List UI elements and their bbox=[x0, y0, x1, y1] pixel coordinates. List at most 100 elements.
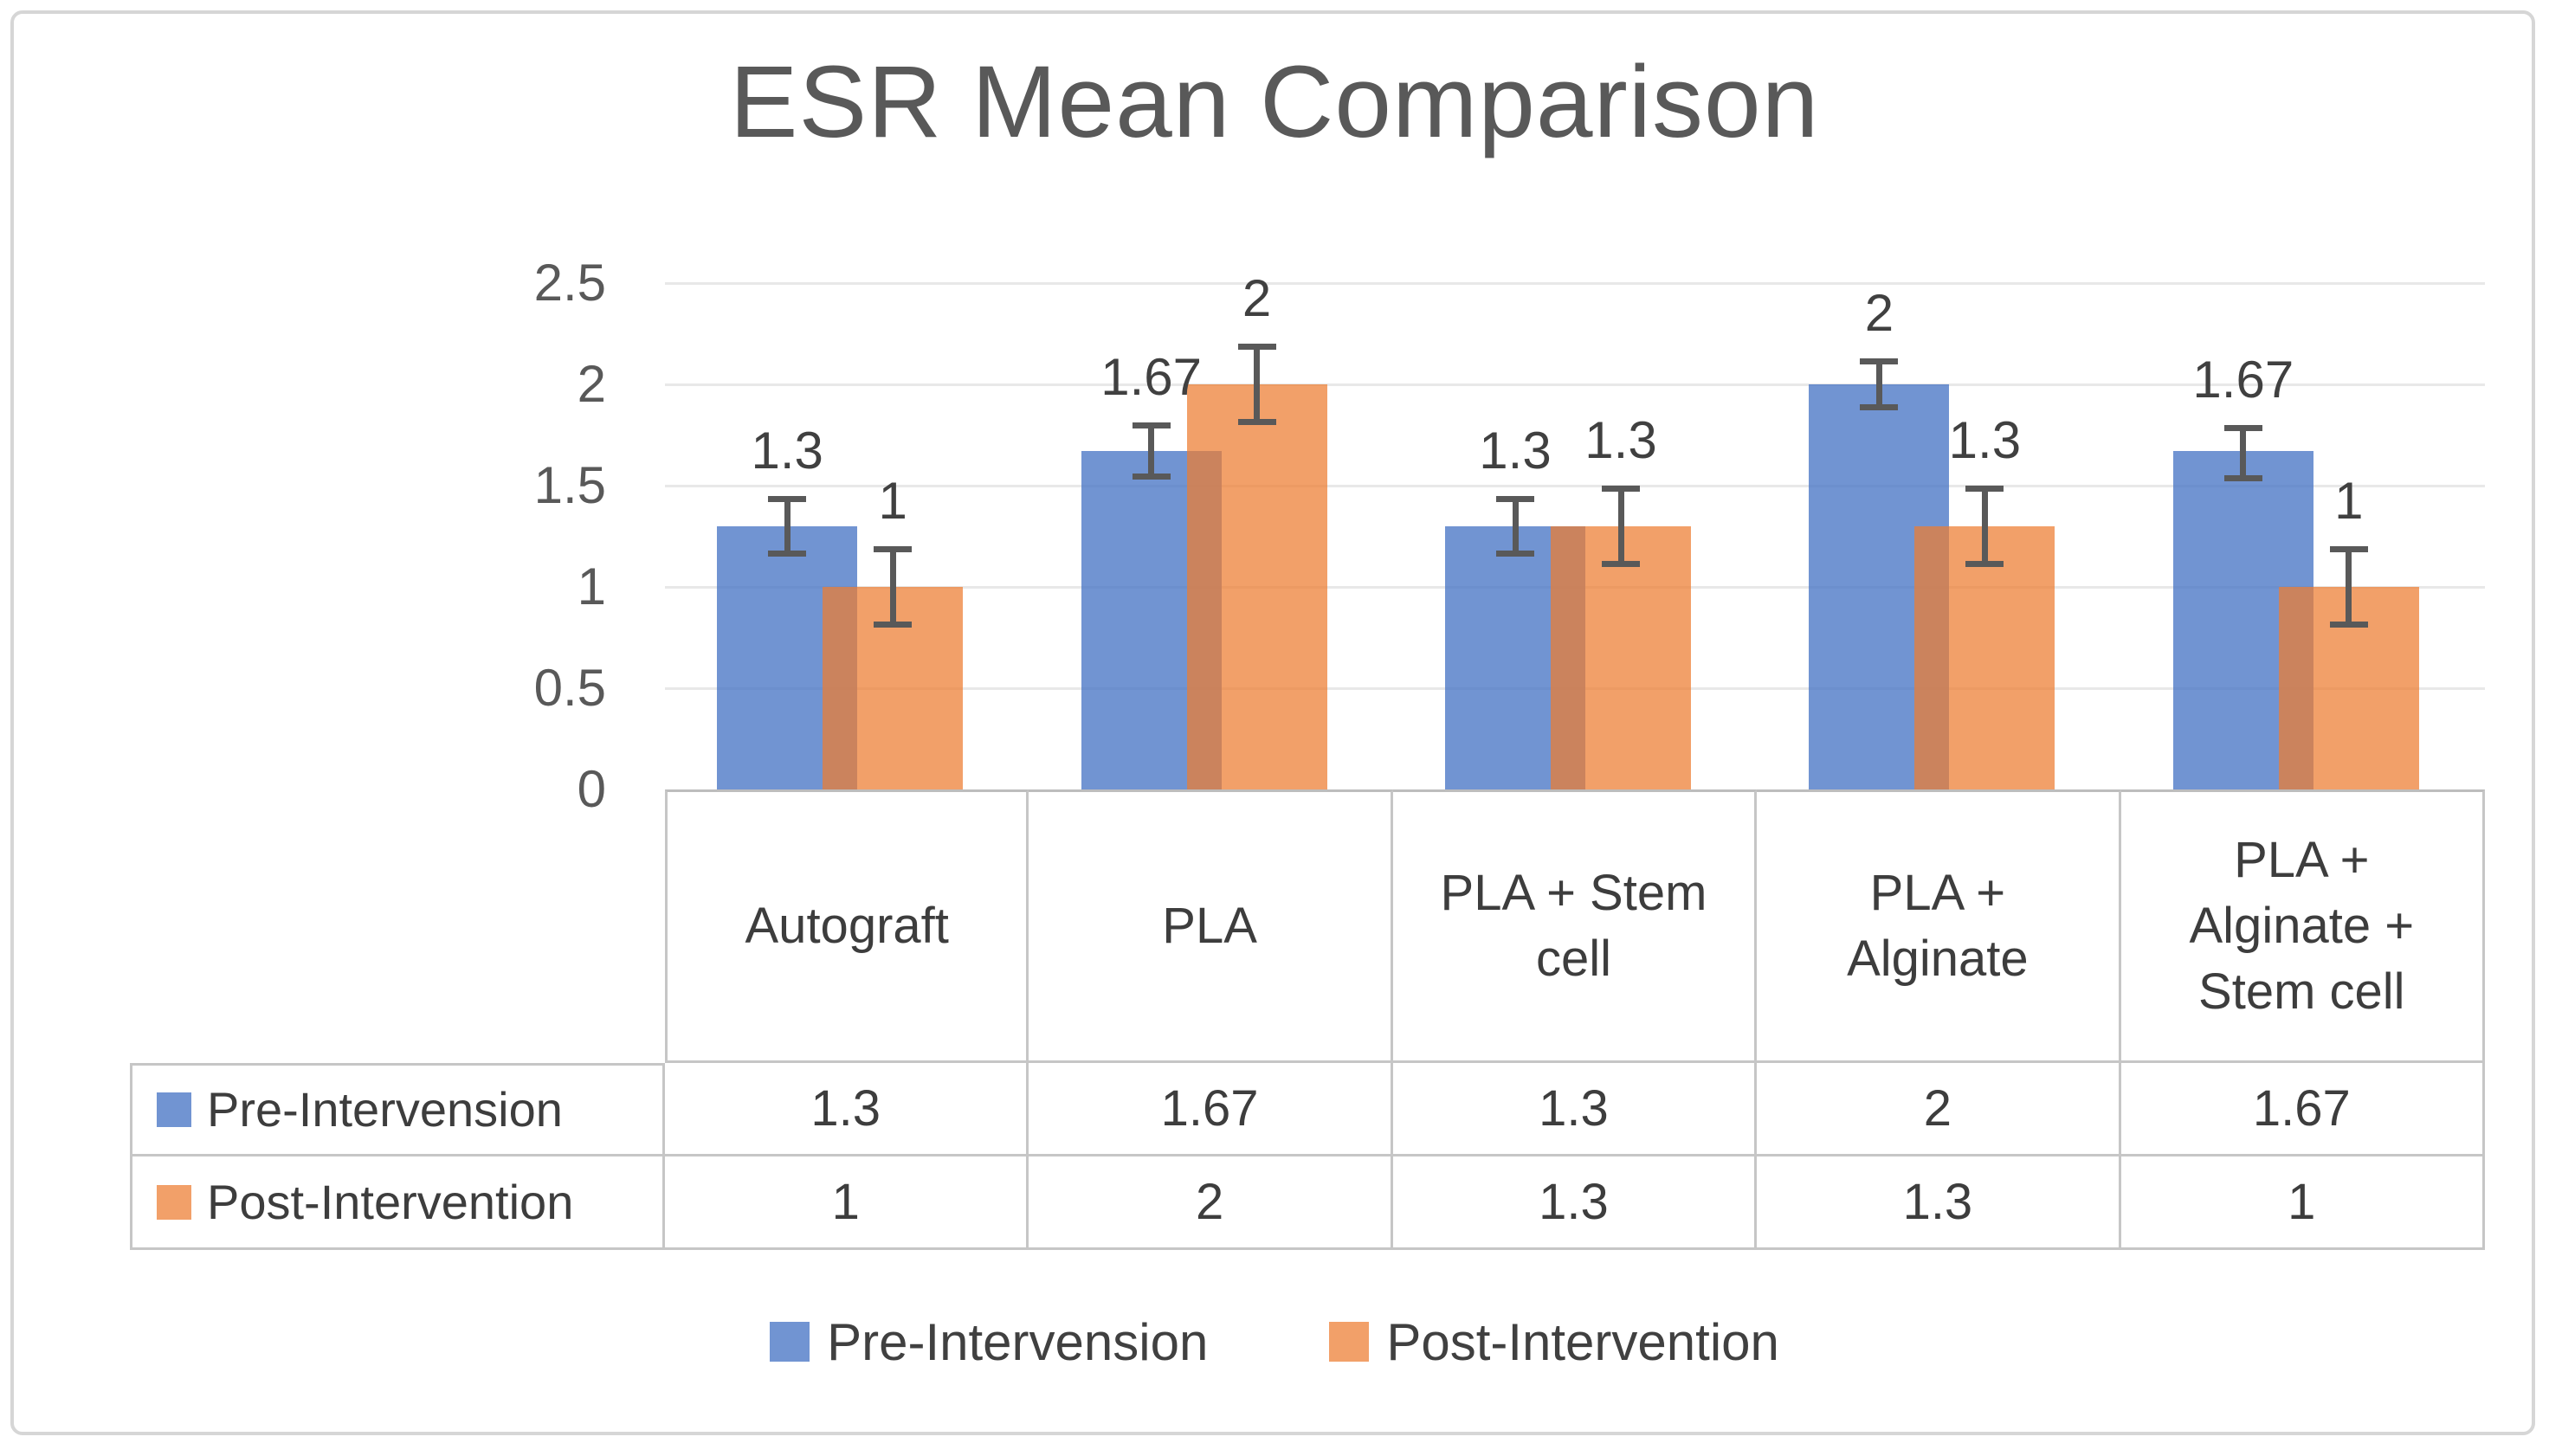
value-cell-text: 1.3 bbox=[1539, 1173, 1609, 1230]
error-bar-cap-top bbox=[2329, 546, 2368, 553]
value-cell-pre-intervension-pla-alginate-stem-cell: 1.67 bbox=[2120, 1063, 2485, 1156]
value-cell-post-intervention-pla-alginate: 1.3 bbox=[1757, 1156, 2121, 1250]
error-bar-post-intervention-pla-stem-cell bbox=[1602, 486, 1640, 567]
value-cell-text: 1 bbox=[2288, 1173, 2316, 1230]
category-cell-label: PLA + Stem cell bbox=[1440, 865, 1707, 987]
y-axis-tick-label: 2 bbox=[577, 355, 606, 413]
error-bar-cap-top bbox=[1965, 486, 2004, 492]
error-bar-pre-intervension-autograft bbox=[768, 495, 807, 557]
error-bar-cap-bottom bbox=[1965, 560, 2004, 567]
error-bar-cap-top bbox=[2223, 424, 2262, 431]
category-cell-pla: PLA bbox=[1029, 789, 1393, 1063]
bar-post-intervention-pla-alginate bbox=[1914, 525, 2055, 789]
value-cell-pre-intervension-pla-alginate: 2 bbox=[1757, 1063, 2121, 1156]
data-label-post-intervention-pla-alginate: 1.3 bbox=[1948, 411, 2022, 469]
legend-item-label: Pre-Intervension bbox=[827, 1312, 1209, 1371]
legend: Pre-Intervension Post-Intervention bbox=[0, 1300, 2549, 1383]
value-cell-text: 2 bbox=[1195, 1173, 1224, 1230]
y-axis-tick-label: 0 bbox=[577, 760, 606, 818]
data-label-post-intervention-pla-stem-cell: 1.3 bbox=[1584, 411, 1657, 469]
error-bar-cap-top bbox=[1860, 358, 1899, 364]
legend-item-pre-intervension: Pre-Intervension bbox=[770, 1312, 1208, 1372]
y-axis-tick-label: 1 bbox=[577, 557, 606, 615]
error-bar-cap-top bbox=[1132, 422, 1171, 429]
error-bar-cap-top bbox=[1496, 495, 1534, 502]
data-label-pre-intervension-pla-alginate: 2 bbox=[1864, 283, 1894, 342]
data-label-pre-intervension-pla: 1.67 bbox=[1100, 348, 1202, 407]
legend-color-swatch bbox=[157, 1092, 191, 1127]
legend-color-swatch bbox=[157, 1184, 191, 1220]
error-bar-cap-bottom bbox=[1860, 404, 1899, 411]
error-bar-stem bbox=[1981, 486, 1988, 567]
category-cell-autograft: Autograft bbox=[665, 789, 1029, 1063]
value-cell-text: 1 bbox=[831, 1173, 860, 1230]
error-bar-pre-intervension-pla-alginate-stem-cell bbox=[2223, 424, 2262, 482]
error-bar-stem bbox=[889, 546, 896, 628]
error-bar-cap-top bbox=[1602, 486, 1640, 492]
data-label-post-intervention-pla-alginate-stem-cell: 1 bbox=[2334, 472, 2364, 531]
category-cell-label: Autograft bbox=[745, 898, 949, 954]
gridline bbox=[665, 484, 2485, 487]
legend-color-swatch bbox=[1329, 1322, 1370, 1362]
table-row-header-post-intervention: Post-Intervention bbox=[130, 1156, 665, 1250]
error-bar-stem bbox=[1875, 358, 1882, 411]
value-cell-text: 1.3 bbox=[1539, 1079, 1609, 1137]
error-bar-stem bbox=[2346, 546, 2352, 628]
value-cell-post-intervention-pla-alginate-stem-cell: 1 bbox=[2120, 1156, 2485, 1250]
error-bar-cap-bottom bbox=[1132, 473, 1171, 480]
error-bar-post-intervention-autograft bbox=[874, 546, 913, 628]
error-bar-pre-intervension-pla-stem-cell bbox=[1496, 495, 1534, 557]
bar-post-intervention-pla bbox=[1186, 384, 1327, 789]
error-bar-cap-bottom bbox=[1237, 418, 1276, 425]
error-bar-cap-bottom bbox=[768, 550, 807, 557]
table-row-header-label: Pre-Intervension bbox=[207, 1082, 563, 1137]
error-bar-cap-bottom bbox=[1602, 560, 1640, 567]
value-cell-pre-intervension-pla: 1.67 bbox=[1029, 1063, 1393, 1156]
value-cell-post-intervention-autograft: 1 bbox=[665, 1156, 1029, 1250]
error-bar-pre-intervension-pla bbox=[1132, 422, 1171, 480]
value-cell-text: 1.3 bbox=[1902, 1173, 1973, 1230]
legend-item-post-intervention: Post-Intervention bbox=[1329, 1312, 1779, 1372]
y-axis-tick-label: 2.5 bbox=[533, 254, 606, 312]
data-label-pre-intervension-pla-alginate-stem-cell: 1.67 bbox=[2192, 350, 2294, 409]
error-bar-post-intervention-pla-alginate bbox=[1965, 486, 2004, 567]
error-bar-cap-top bbox=[1237, 344, 1276, 351]
error-bar-stem bbox=[784, 495, 791, 557]
value-cell-post-intervention-pla-stem-cell: 1.3 bbox=[1392, 1156, 1758, 1250]
error-bar-post-intervention-pla bbox=[1237, 344, 1276, 425]
error-bar-post-intervention-pla-alginate-stem-cell bbox=[2329, 546, 2368, 628]
legend-color-swatch bbox=[770, 1322, 810, 1362]
bar-post-intervention-pla-stem-cell bbox=[1551, 525, 1691, 789]
value-cell-text: 1.67 bbox=[1160, 1079, 1259, 1137]
data-table: Autograft PLA PLA + Stem cell PLA + Alginat… bbox=[130, 789, 2485, 1250]
data-label-pre-intervension-autograft: 1.3 bbox=[751, 421, 823, 480]
category-cell-label: PLA bbox=[1162, 898, 1257, 954]
error-bar-stem bbox=[2240, 424, 2247, 482]
value-cell-text: 1.3 bbox=[810, 1079, 881, 1137]
error-bar-cap-bottom bbox=[2223, 475, 2262, 482]
data-label-pre-intervension-pla-stem-cell: 1.3 bbox=[1479, 421, 1552, 480]
value-cell-post-intervention-pla: 2 bbox=[1029, 1156, 1393, 1250]
plot-area: 1.3 1.67 1.3 2 1.67 1 2 1.3 1.3 1 bbox=[665, 269, 2485, 789]
y-axis-tick-label: 0.5 bbox=[533, 659, 606, 717]
error-bar-cap-top bbox=[874, 546, 913, 553]
legend-item-label: Post-Intervention bbox=[1386, 1312, 1779, 1371]
category-cell-pla-alginate-stem-cell: PLA + Alginate + Stem cell bbox=[2120, 789, 2485, 1063]
category-cell-pla-alginate: PLA + Alginate bbox=[1757, 789, 2121, 1063]
chart-title: ESR Mean Comparison bbox=[729, 45, 1820, 159]
value-cell-pre-intervension-pla-stem-cell: 1.3 bbox=[1392, 1063, 1758, 1156]
gridline bbox=[665, 281, 2485, 285]
error-bar-pre-intervension-pla-alginate bbox=[1860, 358, 1899, 411]
error-bar-stem bbox=[1254, 344, 1261, 425]
error-bar-cap-top bbox=[768, 495, 807, 502]
category-cell-label: PLA + Alginate + Stem cell bbox=[2189, 832, 2415, 1020]
error-bar-stem bbox=[1148, 422, 1155, 480]
data-label-post-intervention-pla: 2 bbox=[1242, 269, 1272, 328]
table-row-header-pre-intervension: Pre-Intervension bbox=[130, 1063, 665, 1156]
y-axis-tick-label: 1.5 bbox=[533, 456, 606, 514]
category-cell-label: PLA + Alginate bbox=[1847, 865, 2029, 987]
value-cell-text: 2 bbox=[1923, 1079, 1952, 1137]
error-bar-cap-bottom bbox=[874, 621, 913, 628]
error-bar-stem bbox=[1617, 486, 1624, 567]
